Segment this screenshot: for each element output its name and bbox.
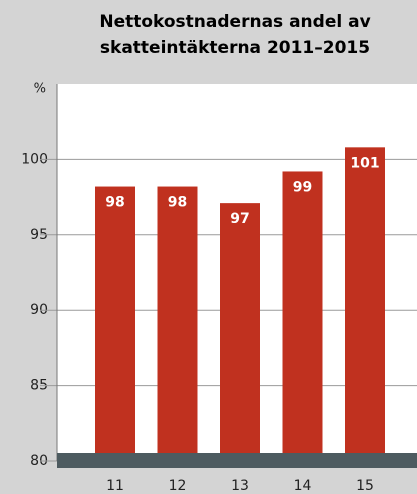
- bar: [220, 203, 260, 461]
- y-tick-label: 95: [30, 227, 48, 243]
- bar: [282, 171, 323, 462]
- y-tick-label: 80: [30, 453, 48, 469]
- data-label: 101: [350, 155, 379, 171]
- x-tick-label: 11: [106, 478, 124, 494]
- baseline-band: [57, 453, 417, 468]
- data-label: 98: [105, 195, 124, 211]
- x-tick-label: 14: [294, 478, 312, 494]
- bar: [157, 186, 198, 461]
- chart-title: Nettokostnadernas andel av: [99, 12, 370, 32]
- x-tick-label: 15: [356, 478, 374, 494]
- y-tick-label: 85: [30, 378, 48, 394]
- y-tick-label: 90: [30, 302, 48, 318]
- bar: [345, 147, 385, 461]
- y-tick-label: 100: [21, 151, 48, 167]
- data-label: 98: [168, 195, 187, 211]
- bar: [95, 186, 135, 461]
- chart-title: skatteintäkterna 2011–2015: [100, 38, 370, 58]
- x-tick-label: 12: [169, 478, 187, 494]
- y-axis-label: %: [34, 82, 46, 97]
- data-label: 99: [293, 179, 312, 195]
- data-label: 97: [230, 211, 249, 227]
- x-tick-label: 13: [231, 478, 249, 494]
